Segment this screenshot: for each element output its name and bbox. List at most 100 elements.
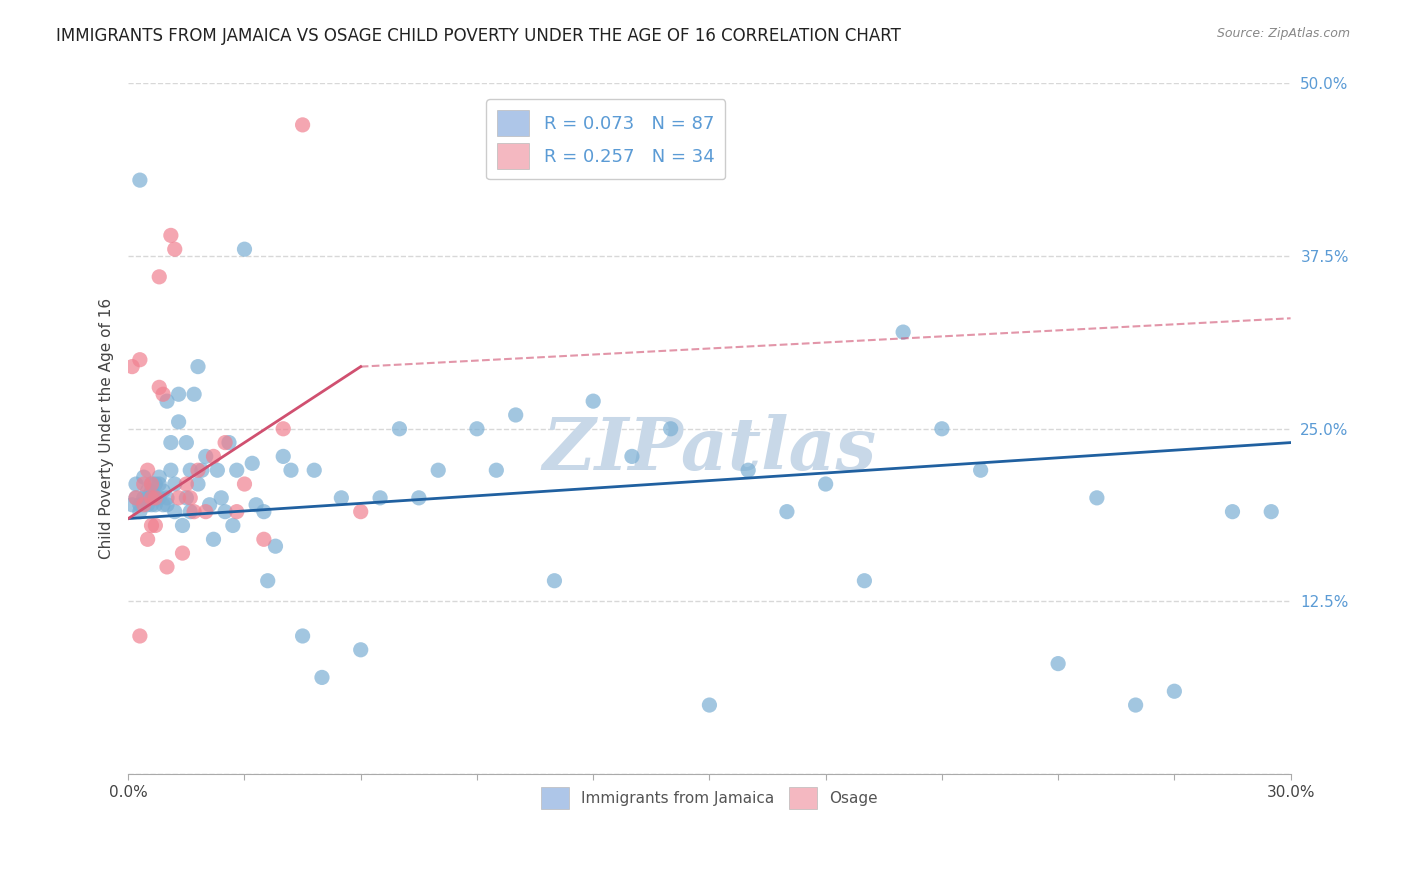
Point [176, 491, 198, 505]
Point [202, 450, 225, 464]
Point [136, 533, 159, 547]
Point [160, 463, 183, 477]
Point [163, 242, 186, 256]
Point [163, 477, 186, 491]
Point [814, 477, 837, 491]
Point [132, 470, 155, 484]
Point [1085, 491, 1108, 505]
Point [271, 422, 294, 436]
Point [1047, 657, 1070, 671]
Point [167, 491, 190, 505]
Point [699, 698, 721, 712]
Point [163, 505, 186, 519]
Point [291, 118, 314, 132]
Point [156, 394, 179, 409]
Point [1222, 505, 1244, 519]
Point [931, 422, 953, 436]
Point [1125, 698, 1147, 712]
Point [156, 560, 179, 574]
Point [148, 491, 170, 505]
Point [132, 498, 155, 512]
Point [152, 498, 174, 512]
Point [141, 498, 163, 512]
Point [582, 394, 605, 409]
Point [141, 477, 163, 491]
Point [176, 435, 198, 450]
Y-axis label: Child Poverty Under the Age of 16: Child Poverty Under the Age of 16 [100, 298, 114, 559]
Point [187, 359, 209, 374]
Point [141, 483, 163, 498]
Point [132, 477, 155, 491]
Point [280, 463, 302, 477]
Point [167, 387, 190, 401]
Point [179, 463, 201, 477]
Point [132, 491, 155, 505]
Point [156, 491, 179, 505]
Point [145, 518, 167, 533]
Point [291, 629, 314, 643]
Point [148, 269, 170, 284]
Point [737, 463, 759, 477]
Point [176, 477, 198, 491]
Point [222, 518, 245, 533]
Point [485, 463, 508, 477]
Point [465, 422, 488, 436]
Point [225, 505, 247, 519]
Point [350, 505, 373, 519]
Point [240, 456, 263, 470]
Point [128, 173, 150, 187]
Point [543, 574, 565, 588]
Point [1163, 684, 1185, 698]
Point [191, 463, 214, 477]
Point [152, 387, 174, 401]
Point [125, 491, 148, 505]
Point [209, 491, 232, 505]
Point [156, 498, 179, 512]
Point [128, 505, 150, 519]
Point [136, 491, 159, 505]
Point [214, 505, 236, 519]
Point [121, 359, 143, 374]
Point [187, 477, 209, 491]
Point [128, 352, 150, 367]
Point [245, 498, 267, 512]
Point [253, 533, 276, 547]
Point [148, 380, 170, 394]
Point [136, 463, 159, 477]
Point [141, 491, 163, 505]
Text: Source: ZipAtlas.com: Source: ZipAtlas.com [1216, 27, 1350, 40]
Point [388, 422, 411, 436]
Text: IMMIGRANTS FROM JAMAICA VS OSAGE CHILD POVERTY UNDER THE AGE OF 16 CORRELATION C: IMMIGRANTS FROM JAMAICA VS OSAGE CHILD P… [56, 27, 901, 45]
Point [225, 463, 247, 477]
Point [620, 450, 643, 464]
Point [505, 408, 527, 422]
Point [218, 435, 240, 450]
Point [125, 477, 148, 491]
Point [194, 505, 217, 519]
Point [183, 387, 205, 401]
Point [207, 463, 229, 477]
Point [128, 629, 150, 643]
Point [160, 435, 183, 450]
Point [148, 477, 170, 491]
Point [145, 491, 167, 505]
Point [172, 518, 194, 533]
Point [302, 463, 325, 477]
Point [198, 498, 221, 512]
Point [264, 539, 287, 553]
Point [121, 498, 143, 512]
Point [202, 533, 225, 547]
Point [160, 228, 183, 243]
Point [214, 435, 236, 450]
Point [179, 491, 201, 505]
Point [253, 505, 276, 519]
Point [891, 325, 914, 339]
Point [187, 463, 209, 477]
Point [350, 642, 373, 657]
Point [141, 518, 163, 533]
Text: ZIPatlas: ZIPatlas [543, 414, 876, 485]
Point [368, 491, 391, 505]
Point [969, 463, 991, 477]
Point [148, 470, 170, 484]
Point [145, 498, 167, 512]
